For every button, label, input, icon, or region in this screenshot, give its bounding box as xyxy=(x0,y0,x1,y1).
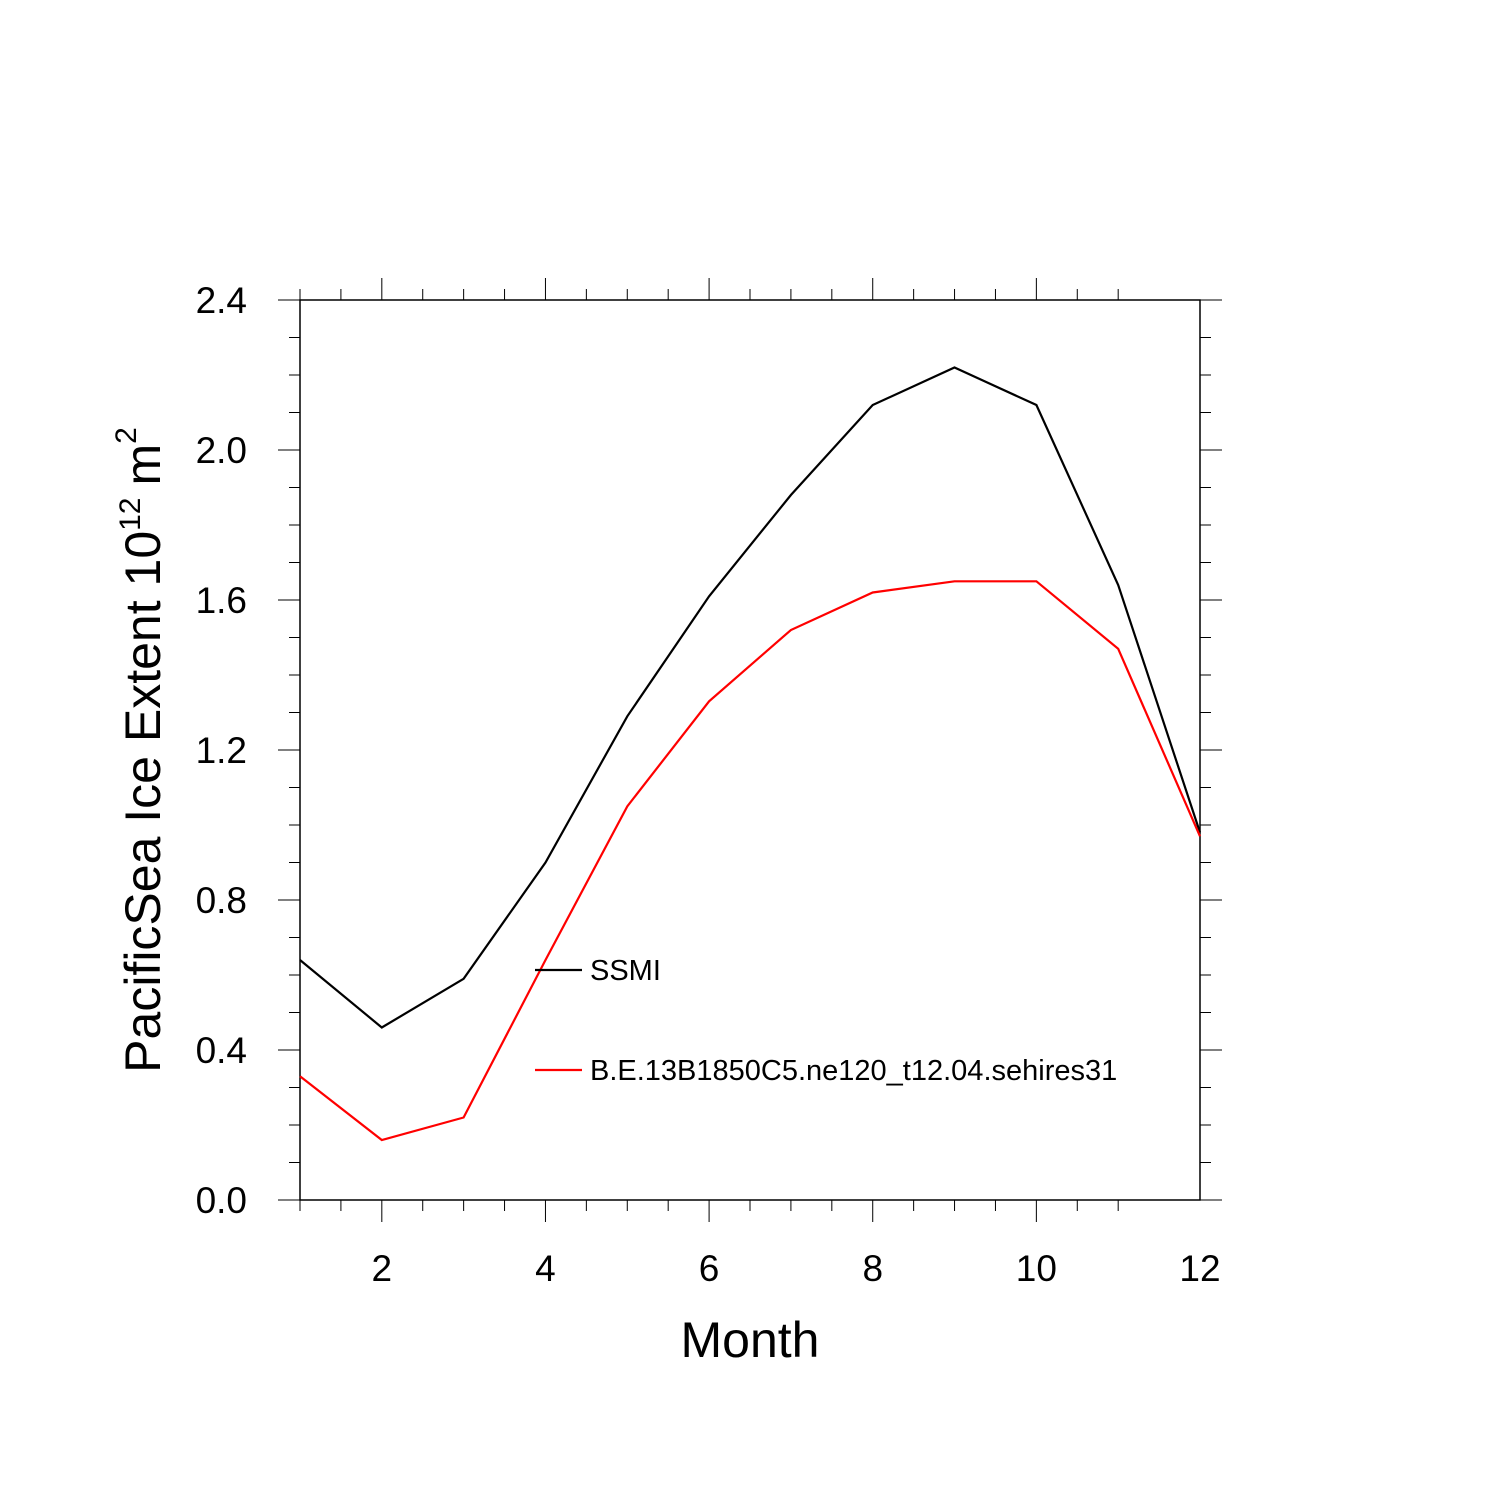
legend: SSMI B.E.13B1850C5.ne120_t12.04.sehires31 xyxy=(535,955,1117,1087)
plot-frame xyxy=(299,299,1201,1201)
y-tick-label: 2.4 xyxy=(196,280,247,321)
legend-label: SSMI xyxy=(590,955,661,987)
y-tick-labels: 0.0 0.4 0.8 1.2 1.6 2.0 2.4 xyxy=(196,280,247,1221)
y-tick-label: 1.6 xyxy=(196,580,247,621)
series-line-2 xyxy=(299,580,1202,1142)
x-tick-label: 4 xyxy=(535,1248,556,1289)
y-tick-label: 0.4 xyxy=(196,1030,247,1071)
x-tick-label: 2 xyxy=(372,1248,393,1289)
y-axis-title-main: PacificSea Ice Extent 10 xyxy=(115,531,171,1073)
y-tick-label: 0.8 xyxy=(196,880,247,921)
series-lines xyxy=(299,366,1202,1142)
x-tick-label: 10 xyxy=(1016,1248,1057,1289)
y-tick-label: 0.0 xyxy=(196,1180,247,1221)
x-tick-label: 12 xyxy=(1179,1248,1220,1289)
axis-ticks xyxy=(278,278,1222,1222)
y-axis-title-exponent: 12 xyxy=(114,498,147,531)
y-tick-label: 1.2 xyxy=(196,730,247,771)
y-axis-title-unit-exponent: 2 xyxy=(110,427,143,444)
x-tick-label: 8 xyxy=(862,1248,883,1289)
y-axis-title-unit: m xyxy=(115,444,171,486)
y-axis-title: PacificSea Ice Extent 1012 m2 xyxy=(110,427,171,1073)
y-tick-label: 2.0 xyxy=(196,430,247,471)
legend-label: B.E.13B1850C5.ne120_t12.04.sehires31 xyxy=(590,1055,1117,1087)
x-axis-title: Month xyxy=(681,1312,820,1368)
x-tick-labels: 2 4 6 8 10 12 xyxy=(372,1248,1221,1289)
x-tick-label: 6 xyxy=(699,1248,720,1289)
series-line-1 xyxy=(299,366,1202,1029)
